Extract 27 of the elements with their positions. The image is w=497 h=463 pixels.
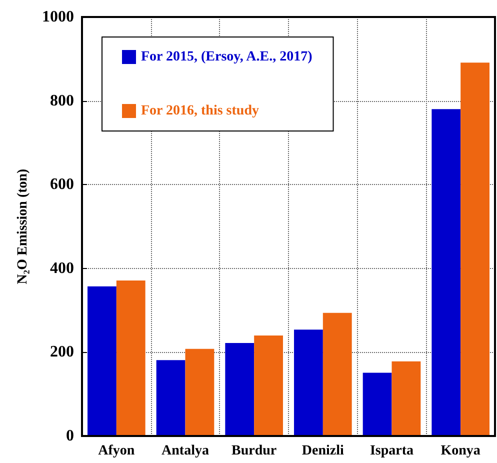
y-tick-label: 400 [50,260,74,277]
x-tick-label: Antalya [162,444,209,458]
y-tick-label: 800 [50,92,74,110]
x-tick-label: Isparta [370,444,414,458]
y-tick-label: 1000 [42,8,74,26]
x-tick-label: Afyon [98,444,135,458]
y-tick-label: 0 [66,428,74,444]
bar [254,335,283,436]
y-axis-title: N₂O Emission (ton) [16,168,30,284]
bar [362,372,392,436]
bar [116,280,146,436]
bar [156,360,186,436]
bar [432,109,461,436]
x-tick-label: Konya [440,444,480,458]
bar [185,348,214,436]
y-tick-label: 600 [50,176,74,194]
x-tick-label: Burdur [232,444,277,458]
legend-label: For 2016, this study [141,104,259,118]
bar [88,286,116,436]
bar [460,62,490,436]
bar [392,361,421,436]
y-tick-label: 200 [50,344,74,361]
x-tick-label: Denizli [302,444,344,458]
bar [322,312,352,436]
bar [225,342,254,436]
bar [294,330,323,436]
legend-label: For 2015, (Ersoy, A.E., 2017) [141,50,313,64]
